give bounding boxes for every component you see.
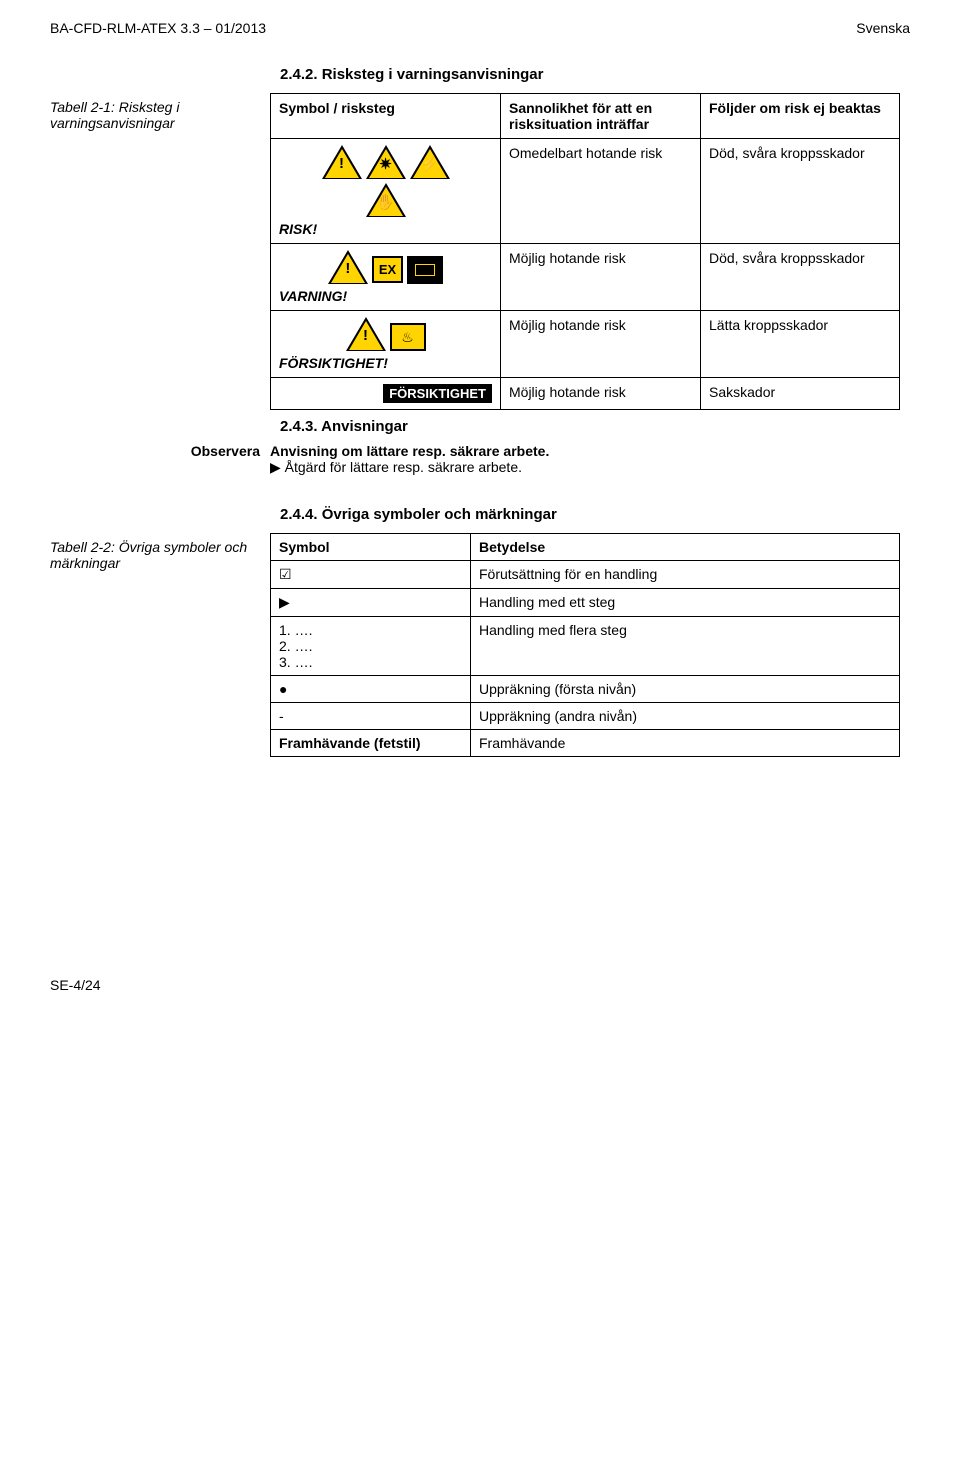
black-box-icon: [407, 256, 443, 284]
t21-r2-c2: Möjlig hotande risk: [501, 244, 701, 311]
t21-r4-c2: Möjlig hotande risk: [501, 378, 701, 410]
t22-sym-2: 1. …. 2. …. 3. ….: [271, 617, 471, 676]
warning-triangle-icon: !: [328, 250, 368, 284]
observera-label: Observera: [50, 443, 270, 476]
symbol-cell-forsiktighet: ! ♨ FÖRSIKTIGHET!: [271, 311, 501, 378]
t22-mean-5: Framhävande: [471, 730, 900, 757]
hand-triangle-icon: ✋: [366, 183, 406, 217]
t21-h2: Sannolikhet för att en risksituation int…: [501, 94, 701, 139]
t21-r1-c2: Omedelbart hotande risk: [501, 139, 701, 244]
forsiktighet-caption: FÖRSIKTIGHET!: [279, 355, 492, 371]
observera-block: Observera Anvisning om lättare resp. säk…: [50, 443, 910, 476]
table-row: Framhävande (fetstil) Framhävande: [271, 730, 900, 757]
table-row: ! ♨ FÖRSIKTIGHET! Möjlig hotande risk Lä…: [271, 311, 900, 378]
table-row: - Uppräkning (andra nivån): [271, 703, 900, 730]
t21-r3-c2: Möjlig hotande risk: [501, 311, 701, 378]
warning-triangle-icon: !: [322, 145, 362, 179]
t22-sym-4: -: [271, 703, 471, 730]
symbol-cell-forsiktighet-bar: FÖRSIKTIGHET: [271, 378, 501, 410]
t22-mean-0: Förutsättning för en handling: [471, 561, 900, 589]
table-row: ▶ Handling med ett steg: [271, 589, 900, 617]
page-footer: SE-4/24: [50, 977, 910, 993]
ex-box-icon: EX: [372, 256, 403, 283]
section-244-heading: 2.4.4. Övriga symboler och märkningar: [280, 506, 910, 523]
t22-mean-2: Handling med flera steg: [471, 617, 900, 676]
observera-line2: ▶ Åtgärd för lättare resp. säkrare arbet…: [270, 459, 910, 476]
t21-r4-c3: Sakskador: [701, 378, 900, 410]
t22-h1: Symbol: [271, 534, 471, 561]
heat-box-icon: ♨: [390, 323, 426, 351]
table-row: ! ✷ ⚡ ✋ RISK! Omedelbart hotande risk Dö…: [271, 139, 900, 244]
symbol-cell-varning: ! EX VARNING!: [271, 244, 501, 311]
section-242-heading: 2.4.2. Risksteg i varningsanvisningar: [280, 66, 910, 83]
table-row: ! EX VARNING! Möjlig hotande risk Död, s…: [271, 244, 900, 311]
table-row: ● Uppräkning (första nivån): [271, 676, 900, 703]
t22-sym-0: ☑: [271, 561, 471, 589]
t22-sym-3: ●: [271, 676, 471, 703]
doc-id: BA-CFD-RLM-ATEX 3.3 – 01/2013: [50, 20, 266, 36]
page-header: BA-CFD-RLM-ATEX 3.3 – 01/2013 Svenska: [50, 20, 910, 36]
risk-caption: RISK!: [279, 221, 492, 237]
t21-r3-c3: Lätta kroppsskador: [701, 311, 900, 378]
t21-h3: Följder om risk ej beaktas: [701, 94, 900, 139]
t21-h1: Symbol / risksteg: [271, 94, 501, 139]
risk-table: Symbol / risksteg Sannolikhet för att en…: [270, 93, 900, 410]
table22-row: Tabell 2-2: Övriga symboler och märkning…: [50, 533, 910, 757]
forsiktighet-bar-icon: FÖRSIKTIGHET: [383, 384, 492, 403]
table21-caption: Tabell 2-1: Risksteg i varningsanvisning…: [50, 93, 270, 131]
t22-mean-3: Uppräkning (första nivån): [471, 676, 900, 703]
t22-mean-4: Uppräkning (andra nivån): [471, 703, 900, 730]
warning-triangle-icon: !: [346, 317, 386, 351]
symbol-cell-risk: ! ✷ ⚡ ✋ RISK!: [271, 139, 501, 244]
doc-lang: Svenska: [856, 20, 910, 36]
table-row: 1. …. 2. …. 3. …. Handling med flera ste…: [271, 617, 900, 676]
table-row: ☑ Förutsättning för en handling: [271, 561, 900, 589]
t22-mean-1: Handling med ett steg: [471, 589, 900, 617]
t22-sym-1: ▶: [271, 589, 471, 617]
t22-h2: Betydelse: [471, 534, 900, 561]
section-243-heading: 2.4.3. Anvisningar: [280, 418, 910, 435]
explosion-triangle-icon: ✷: [366, 145, 406, 179]
t21-r2-c3: Död, svåra kroppsskador: [701, 244, 900, 311]
observera-line1: Anvisning om lättare resp. säkrare arbet…: [270, 443, 910, 459]
t21-r1-c3: Död, svåra kroppsskador: [701, 139, 900, 244]
table22-caption: Tabell 2-2: Övriga symboler och märkning…: [50, 533, 270, 571]
table21-row: Tabell 2-1: Risksteg i varningsanvisning…: [50, 93, 910, 410]
t22-sym-5: Framhävande (fetstil): [271, 730, 471, 757]
varning-caption: VARNING!: [279, 288, 492, 304]
symbol-table: Symbol Betydelse ☑ Förutsättning för en …: [270, 533, 900, 757]
table-row: FÖRSIKTIGHET Möjlig hotande risk Sakskad…: [271, 378, 900, 410]
electric-triangle-icon: ⚡: [410, 145, 450, 179]
